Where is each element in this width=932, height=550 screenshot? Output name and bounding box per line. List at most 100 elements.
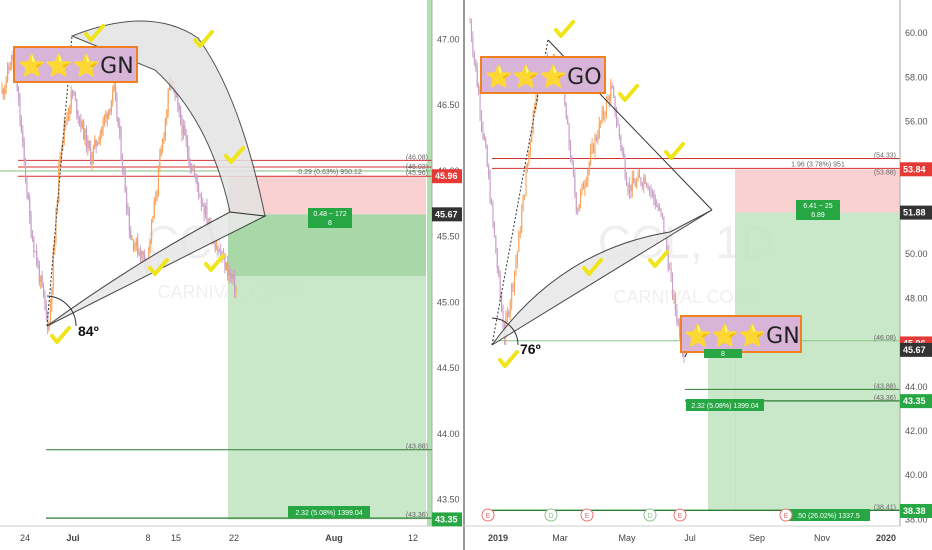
candle-body: [180, 110, 182, 123]
candle-body: [26, 179, 28, 196]
candle-body: [18, 90, 20, 100]
reward-zone-small-right: [708, 349, 736, 511]
candle-body: [634, 183, 636, 187]
target2-box-right: [786, 509, 870, 521]
candle-body: [84, 129, 86, 140]
candle-body: [206, 206, 208, 223]
star-label-right-top: ⭐⭐⭐GO: [485, 64, 602, 90]
candle-body: [52, 252, 54, 289]
check-mark-right: [648, 250, 669, 268]
candle-body: [630, 184, 632, 192]
candle-body: [480, 113, 483, 125]
candle-body: [532, 110, 534, 132]
candle-body: [666, 237, 668, 252]
candle-body: [74, 95, 76, 100]
price-tick-label: 47.00: [437, 34, 460, 44]
candle-body: [218, 250, 220, 252]
level-note-right: (46.08): [874, 335, 896, 342]
time-tick-label-left: 15: [171, 533, 181, 543]
trade-box-right: [796, 200, 840, 220]
price-tag: [432, 207, 462, 222]
candle-body: [20, 120, 22, 132]
candle-body: [31, 236, 34, 240]
candle-body: [164, 118, 166, 137]
candle-body: [637, 174, 639, 181]
event-marker-label: E: [585, 513, 590, 520]
candle-body: [105, 113, 107, 118]
candle-body: [120, 131, 122, 159]
trade-box-text-left-1: 0.48 ~ 172: [313, 211, 346, 218]
candle-body: [33, 239, 35, 252]
price-tag-label: 43.35: [435, 514, 458, 524]
candle-body: [34, 251, 36, 253]
candle-body: [119, 126, 121, 132]
check-mark-right: [618, 84, 639, 102]
candle-body: [88, 140, 90, 149]
candle-body: [60, 146, 63, 156]
candle-body: [470, 22, 472, 39]
candle-body: [30, 216, 32, 237]
candle-body: [27, 195, 29, 200]
level-note-left: (46.08): [406, 154, 428, 161]
candle-body: [476, 67, 478, 87]
price-tick-label: 43.50: [437, 495, 460, 505]
price-tag: [432, 169, 462, 184]
candle-body: [525, 170, 527, 195]
candle-body: [73, 93, 75, 96]
candle-body: [472, 38, 474, 53]
candle-body: [178, 105, 180, 111]
check-mark-right: [582, 258, 603, 276]
candle-body: [498, 268, 500, 274]
price-tick-label: 38.00: [905, 514, 928, 524]
candle-body: [193, 170, 196, 175]
candles: [469, 17, 685, 363]
level-note-right: (43.36): [874, 395, 896, 402]
candle-body: [44, 293, 46, 305]
angle-arc-left: [46, 295, 77, 327]
candle-body: [90, 148, 92, 164]
candle-body: [67, 114, 70, 117]
candle-body: [473, 52, 475, 60]
candle-body: [485, 139, 487, 148]
candle-body: [141, 251, 143, 259]
candle-body: [63, 122, 65, 140]
candle-body: [94, 139, 96, 148]
price-tag-label: 45.96: [435, 171, 458, 181]
candle-body: [9, 67, 11, 70]
candle-body: [610, 85, 612, 101]
candle-body: [48, 323, 50, 330]
candle-body: [633, 177, 635, 184]
candle-body: [611, 85, 613, 89]
price-tick-label: 56.00: [905, 117, 928, 127]
candle-body: [19, 99, 21, 121]
candle-body: [580, 192, 582, 205]
time-tick-label-right: Jul: [684, 533, 696, 543]
candle-body: [618, 125, 620, 137]
price-tag: [432, 512, 462, 527]
candle-body: [167, 89, 169, 111]
candle-body: [134, 245, 136, 249]
candle-body: [106, 113, 108, 119]
time-tick-label-left: Aug: [325, 533, 343, 543]
candle-body: [98, 141, 100, 144]
price-tick-label: 58.00: [905, 72, 928, 82]
candle-body: [114, 85, 117, 96]
level-note-right: (54.33): [874, 152, 896, 159]
price-tick-label: 44.00: [905, 382, 928, 392]
candle-body: [502, 310, 504, 329]
candle-body: [486, 147, 488, 167]
time-tick-label-right: May: [618, 533, 636, 543]
candle-body: [203, 206, 205, 215]
candle-body: [59, 155, 61, 166]
candle-body: [603, 110, 605, 116]
candle-body: [475, 59, 477, 68]
candle-body: [22, 131, 24, 142]
candle-body: [499, 273, 501, 296]
candle-body: [654, 198, 656, 206]
candle-body: [103, 117, 106, 121]
candle-body: [113, 85, 115, 91]
event-marker: [643, 508, 657, 522]
candle-body: [41, 275, 43, 288]
candle-body: [5, 80, 7, 88]
candle-body: [162, 138, 164, 149]
